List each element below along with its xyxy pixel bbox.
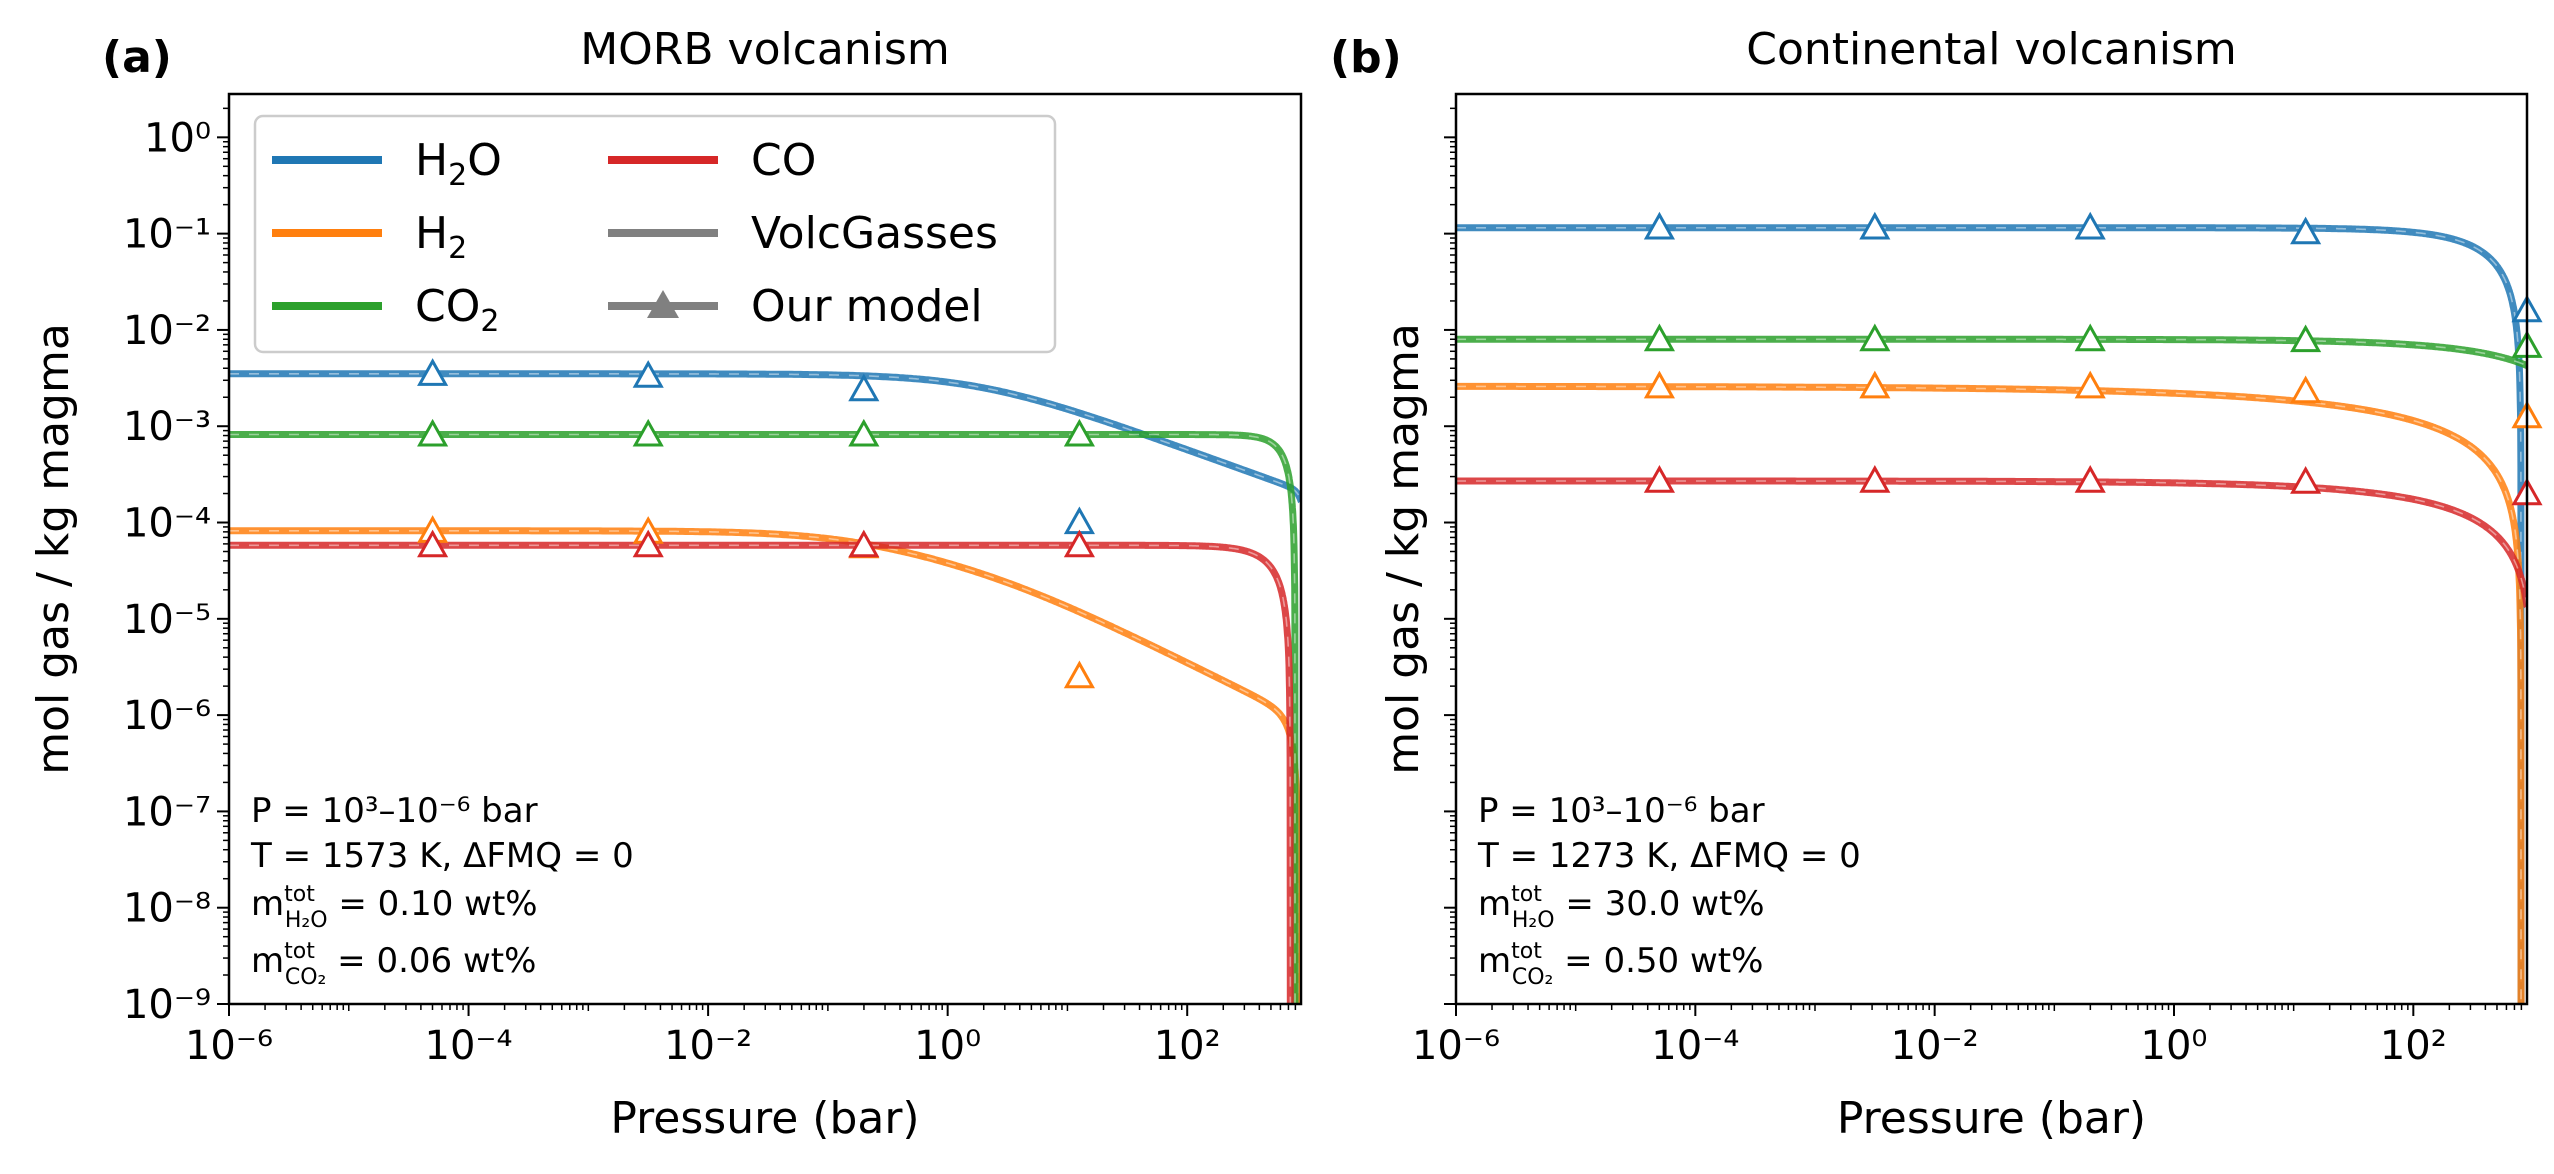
marker-co [1643,465,1675,493]
volcgasses-line-co [229,544,1292,1004]
chart-title: MORB volcanism [580,24,950,75]
marker-co [2290,466,2322,494]
legend-label-co: CO [751,135,816,186]
legend-label-volcgasses: VolcGasses [751,208,998,259]
marker-co2 [1063,418,1095,447]
legend-label-h2o: H2O [415,135,502,193]
y-axis-label: mol gas / kg magma [28,323,79,775]
panel-label: (a) [102,32,172,83]
marker-co2 [848,418,880,447]
x-tick-label: 10⁻⁴ [1651,1023,1739,1069]
y-tick-label: 10⁻⁷ [123,789,211,835]
y-tick-label: 10⁻³ [123,404,211,450]
y-axis-label: mol gas / kg magma [1378,323,1429,775]
y-tick-label: 10⁻⁵ [123,597,211,643]
legend-label-h2: H2 [415,208,467,266]
x-tick-label: 10⁻² [1891,1023,1979,1069]
annotation-pressure: P = 10³–10⁻⁶ bar [1478,791,1765,831]
volcgasses-line-co2 [229,433,1296,1004]
x-tick-label: 10² [2380,1023,2447,1069]
marker-co [2074,465,2106,493]
series-line-co2 [229,431,1299,1004]
markers-group [1643,211,2543,506]
y-tick-label: 10⁰ [144,115,211,161]
annotation-mass-2: mtot CO₂ = 0.50 wt% [1478,939,1763,990]
panel-a: 10⁻⁶ 10⁻⁴ 10⁻² 10⁰ 10² 10⁰ 10⁻¹ 10⁻² 10⁻³ 10⁻⁴ 10⁻… [28,24,1303,1144]
legend-label-co2: CO2 [415,281,499,339]
x-tick-label: 10⁻² [664,1023,752,1069]
panel-label: (b) [1330,32,1402,83]
marker-co [417,529,449,558]
marker-h2o [2290,216,2322,245]
x-tick-label: 10⁰ [914,1023,981,1069]
marker-h2 [1063,660,1095,689]
volcgasses-line-co [1456,480,2527,607]
annotation-mass-2: mtot CO₂ = 0.06 wt% [251,939,536,990]
y-tick-label: 10⁻⁹ [123,982,211,1028]
y-tick-label: 10⁻¹ [123,212,211,258]
series-line-co [229,541,1294,1004]
series-line-h2o [1456,224,2525,1004]
series-group [229,370,1301,1004]
markers-group [417,358,1095,689]
x-tick-label: 10⁰ [2141,1023,2208,1069]
marker-co [1859,465,1891,493]
x-tick-label: 10⁻⁴ [425,1023,513,1069]
marker-h2 [1643,370,1675,399]
marker-co [632,529,664,558]
marker-co2 [2074,323,2106,352]
marker-h2o [1859,211,1891,240]
volcgasses-line-h2o [229,373,1301,502]
y-tick-label: 10⁻⁴ [123,501,211,547]
marker-h2 [2290,375,2322,404]
marker-h2o [417,358,449,386]
marker-h2o [848,373,880,402]
volcgasses-line-h2 [1456,385,2522,1004]
x-axis-label: Pressure (bar) [1837,1093,2146,1144]
annotation-mass-1: mtot H₂O = 30.0 wt% [1478,882,1765,933]
x-tick-label: 10⁻⁶ [1412,1023,1500,1069]
marker-h2o [1063,506,1095,535]
series-line-co2 [1456,335,2527,370]
marker-h2o [632,360,664,388]
x-tick-label: 10⁻⁶ [185,1023,273,1069]
marker-co2 [632,418,664,447]
panel-b: 10⁻⁶ 10⁻⁴ 10⁻² 10⁰ 10² Continental volcanism (… [1330,24,2543,1144]
marker-co [848,529,880,558]
marker-h2o [1643,211,1675,240]
legend-label-ourmodel: Our model [751,281,983,332]
volcgasses-line-co2 [1456,338,2527,367]
y-tick-label: 10⁻⁸ [123,886,211,932]
marker-co2 [417,418,449,447]
legend-marker-ourmodel [647,290,679,318]
annotation-mass-1: mtot H₂O = 0.10 wt% [251,882,538,933]
chart-title: Continental volcanism [1746,24,2237,75]
series-group [1456,224,2527,1004]
marker-co2 [1859,323,1891,352]
series-line-h2o [229,370,1301,505]
marker-h2 [1859,370,1891,399]
volcgasses-line-h2 [229,530,1299,1004]
annotation-pressure: P = 10³–10⁻⁶ bar [251,791,538,831]
marker-h2 [2074,370,2106,399]
series-line-h2 [1456,382,2525,1004]
series-line-co [1456,477,2527,610]
marker-h2o [2074,211,2106,240]
y-tick-label: 10⁻² [123,308,211,354]
marker-co2 [1643,323,1675,352]
annotation-temperature: T = 1573 K, ΔFMQ = 0 [250,836,634,876]
x-axis-label: Pressure (bar) [610,1093,919,1144]
series-line-h2 [229,527,1301,1004]
marker-co [1063,529,1095,558]
marker-co2 [2290,324,2322,353]
volcgasses-line-h2o [1456,227,2522,1004]
y-tick-label: 10⁻⁶ [123,693,211,739]
legend: H2O H2 CO2 CO VolcGasses Our model [253,114,1057,354]
x-tick-label: 10² [1154,1023,1221,1069]
annotation-temperature: T = 1273 K, ΔFMQ = 0 [1477,836,1861,876]
